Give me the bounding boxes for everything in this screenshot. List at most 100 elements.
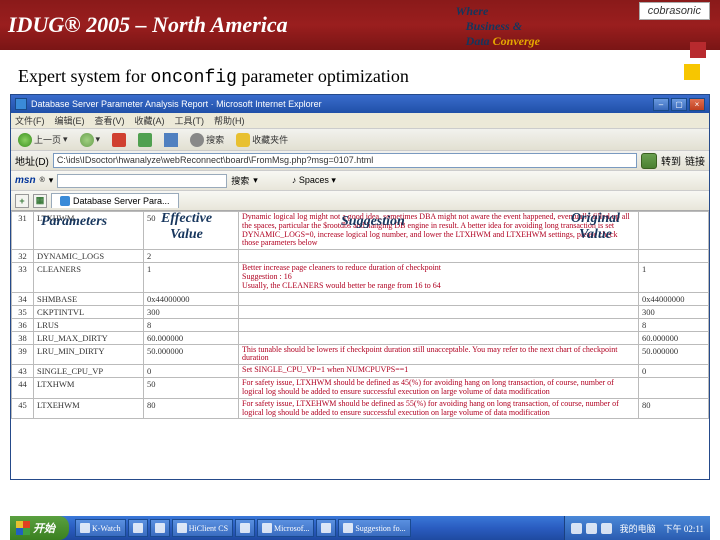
favorites-button[interactable]: 收藏夹件: [233, 132, 291, 148]
maximize-button[interactable]: ▢: [671, 98, 687, 111]
menu-item[interactable]: 收藏(A): [135, 114, 165, 127]
msn-search-button[interactable]: 搜索: [231, 174, 249, 187]
msn-toolbar: msn® ▾ 搜索 ▾ ♪ Spaces ▾: [11, 171, 709, 191]
cell-suggestion: For safety issue, LTXHWM should be defin…: [239, 378, 639, 399]
banner-tagline: Where Business & Data Converge: [456, 4, 540, 49]
browser-tab[interactable]: Database Server Para...: [51, 193, 179, 208]
links-label[interactable]: 链接: [685, 153, 705, 168]
conference-banner: IDUG® 2005 – North America Where Busines…: [0, 0, 720, 50]
cell-suggestion: Dynamic logical log might not a good ide…: [239, 212, 639, 250]
taskbar-app-button[interactable]: [235, 519, 255, 537]
start-button[interactable]: 开始: [10, 516, 69, 540]
cell-effective-value: 1: [144, 263, 239, 292]
cell-suggestion: For safety issue, LTXEHWM should be defi…: [239, 398, 639, 419]
taskbar-app-button[interactable]: Microsof...: [257, 519, 314, 537]
menu-item[interactable]: 帮助(H): [214, 114, 245, 127]
taskbar-app-button[interactable]: [150, 519, 170, 537]
cell-original-value: 0x44000000: [639, 292, 709, 305]
cell-suggestion: [239, 305, 639, 318]
msn-search-input[interactable]: [57, 174, 227, 188]
cell-parameter: LTXHWM: [34, 212, 144, 250]
parameter-table: 31 LTXHWM 50 Dynamic logical log might n…: [11, 211, 709, 419]
go-button[interactable]: [641, 153, 657, 169]
cell-parameter: SHMBASE: [34, 292, 144, 305]
cell-parameter: LTXHWM: [34, 378, 144, 399]
taskbar-app-button[interactable]: Suggestion fo...: [338, 519, 410, 537]
taskbar-app-button[interactable]: [128, 519, 148, 537]
search-icon: [190, 133, 204, 147]
row-number: 39: [12, 344, 34, 365]
tab-list-button[interactable]: ▦: [33, 194, 47, 208]
cell-original-value: [639, 212, 709, 250]
taskbar-app-button[interactable]: K-Watch: [75, 519, 126, 537]
menu-item[interactable]: 文件(F): [15, 114, 45, 127]
table-row: 45 LTXEHWM 80 For safety issue, LTXEHWM …: [12, 398, 709, 419]
table-row: 35 CKPTINTVL 300 300: [12, 305, 709, 318]
cell-effective-value: 80: [144, 398, 239, 419]
close-button[interactable]: ×: [689, 98, 705, 111]
address-bar: 地址(D) C:\ids\IDsoctor\hwanalyze\webRecon…: [11, 151, 709, 171]
back-button[interactable]: 上一页 ▾: [15, 132, 71, 148]
msn-spaces[interactable]: ♪ Spaces ▾: [292, 175, 336, 186]
menu-item[interactable]: 编辑(E): [55, 114, 85, 127]
windows-icon: [16, 521, 30, 535]
cell-parameter: LRUS: [34, 318, 144, 331]
tray-icon[interactable]: [601, 523, 612, 534]
cell-original-value: 0: [639, 365, 709, 378]
tray-icon[interactable]: [586, 523, 597, 534]
tray-icon[interactable]: [571, 523, 582, 534]
cell-effective-value: 0x44000000: [144, 292, 239, 305]
cell-original-value: [639, 250, 709, 263]
cell-original-value: 8: [639, 318, 709, 331]
minimize-button[interactable]: –: [653, 98, 669, 111]
taskbar-app-button[interactable]: [316, 519, 336, 537]
address-input[interactable]: C:\ids\IDsoctor\hwanalyze\webReconnect\b…: [53, 153, 637, 168]
home-button[interactable]: [161, 132, 181, 148]
forward-icon: [80, 133, 94, 147]
cell-effective-value: 0: [144, 365, 239, 378]
msn-logo: msn: [15, 175, 36, 186]
cell-suggestion: [239, 292, 639, 305]
menu-item[interactable]: 查看(V): [95, 114, 125, 127]
menu-item[interactable]: 工具(T): [175, 114, 205, 127]
cell-parameter: DYNAMIC_LOGS: [34, 250, 144, 263]
new-tab-button[interactable]: +: [15, 194, 29, 208]
row-number: 32: [12, 250, 34, 263]
forward-button[interactable]: ▾: [77, 132, 104, 148]
app-icon: [343, 523, 353, 533]
stop-button[interactable]: [109, 132, 129, 148]
browser-window: Database Server Parameter Analysis Repor…: [10, 94, 710, 480]
row-number: 36: [12, 318, 34, 331]
window-titlebar[interactable]: Database Server Parameter Analysis Repor…: [11, 95, 709, 113]
sponsor-logo: cobrasonic: [639, 2, 710, 20]
taskbar-app-button[interactable]: HiClient CS: [172, 519, 233, 537]
cell-original-value: 300: [639, 305, 709, 318]
app-icon: [133, 523, 143, 533]
cell-suggestion: [239, 318, 639, 331]
cell-parameter: LTXEHWM: [34, 398, 144, 419]
row-number: 35: [12, 305, 34, 318]
star-icon: [236, 133, 250, 147]
accent-square-red: [690, 42, 706, 58]
table-row: 38 LRU_MAX_DIRTY 60.000000 60.000000: [12, 331, 709, 344]
app-icon: [240, 523, 250, 533]
cell-suggestion: Set SINGLE_CPU_VP=1 when NUMCPUVPS==1: [239, 365, 639, 378]
cell-effective-value: 300: [144, 305, 239, 318]
cell-parameter: SINGLE_CPU_VP: [34, 365, 144, 378]
cell-original-value: 1: [639, 263, 709, 292]
refresh-button[interactable]: [135, 132, 155, 148]
cell-original-value: 80: [639, 398, 709, 419]
stop-icon: [112, 133, 126, 147]
nav-toolbar: 上一页 ▾ ▾ 搜索 收藏夹件: [11, 129, 709, 151]
cell-effective-value: 2: [144, 250, 239, 263]
cell-effective-value: 50: [144, 212, 239, 250]
table-row: 34 SHMBASE 0x44000000 0x44000000: [12, 292, 709, 305]
network-status: 我的电脑: [620, 522, 656, 535]
page-content: 31 LTXHWM 50 Dynamic logical log might n…: [11, 211, 709, 479]
cell-effective-value: 50: [144, 378, 239, 399]
page-icon: [60, 196, 70, 206]
search-button[interactable]: 搜索: [187, 132, 227, 148]
cell-parameter: LRU_MIN_DIRTY: [34, 344, 144, 365]
windows-taskbar: 开始 K-Watch HiClient CS Microsof... Suggesti…: [10, 516, 710, 540]
address-label: 地址(D): [15, 153, 49, 168]
